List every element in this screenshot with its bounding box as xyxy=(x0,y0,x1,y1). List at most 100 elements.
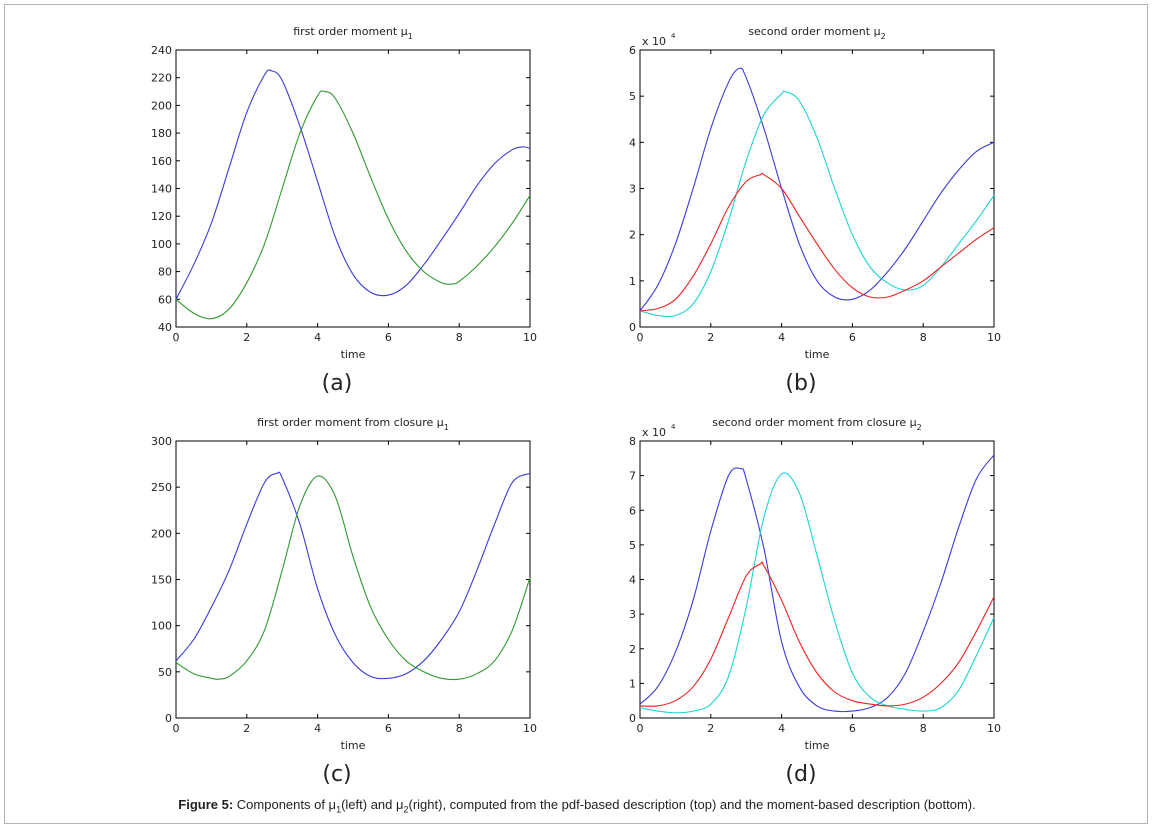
y-tick-label: 50 xyxy=(158,666,172,679)
panel-label: (c) xyxy=(322,762,351,787)
x-tick-label: 10 xyxy=(523,722,537,735)
x-tick-label: 4 xyxy=(778,331,785,344)
y-tick-label: 60 xyxy=(158,293,172,306)
caption-text-2: (left) and μ xyxy=(341,797,404,812)
chart-title-subscript: 2 xyxy=(881,32,886,41)
chart-title-subscript: 1 xyxy=(444,423,449,432)
chart-title-text: first order moment μ xyxy=(293,25,408,38)
y-tick-label: 1 xyxy=(629,275,636,288)
x-tick-label: 10 xyxy=(987,722,1001,735)
x-tick-label: 0 xyxy=(173,331,180,344)
plot-area xyxy=(639,440,995,719)
y-tick-label: 200 xyxy=(151,99,172,112)
y-tick-label: 0 xyxy=(629,712,636,725)
series-line-2 xyxy=(175,475,531,681)
y-tick-label: 4 xyxy=(629,136,636,149)
chart-panel-b: 0 2 4 6 8 10 0 1 2 3 4 5 6 x 10 4 second order moment μ… xyxy=(629,25,1001,396)
y-tick-label: 4 xyxy=(629,574,636,587)
chart-title: second order moment μ2 xyxy=(748,25,885,41)
y-exponent-label: x 10 xyxy=(642,35,666,48)
figure-frame xyxy=(4,4,1148,824)
x-tick-label: 8 xyxy=(920,331,927,344)
figure-caption: Figure 5: Components of μ1(left) and μ2(… xyxy=(0,797,1154,815)
y-tick-label: 40 xyxy=(158,321,172,334)
x-tick-label: 4 xyxy=(314,722,321,735)
x-axis-label: time xyxy=(341,348,366,361)
y-tick-label: 80 xyxy=(158,266,172,279)
x-tick-label: 2 xyxy=(243,722,250,735)
plot-area xyxy=(175,49,531,328)
x-tick-label: 8 xyxy=(920,722,927,735)
panel-label: (b) xyxy=(785,371,816,396)
y-tick-label: 120 xyxy=(151,210,172,223)
x-tick-label: 2 xyxy=(707,331,714,344)
chart-title-subscript: 1 xyxy=(408,32,413,41)
y-tick-label: 160 xyxy=(151,155,172,168)
x-tick-label: 6 xyxy=(849,331,856,344)
x-tick-label: 8 xyxy=(456,331,463,344)
panel-label: (d) xyxy=(785,762,816,787)
series-line-2 xyxy=(639,90,995,318)
x-tick-label: 2 xyxy=(707,722,714,735)
y-tick-label: 8 xyxy=(629,435,636,448)
chart-panel-a: 0 2 4 6 8 10 40 60 80 100 120 140 160 180 200 220 240 fir… xyxy=(151,25,537,396)
panel-label: (a) xyxy=(322,371,353,396)
y-tick-label: 2 xyxy=(629,643,636,656)
chart-title-text: first order moment from closure μ xyxy=(257,416,444,429)
y-exponent-power: 4 xyxy=(671,423,676,431)
series-line-1 xyxy=(175,471,531,680)
x-tick-label: 4 xyxy=(314,331,321,344)
y-tick-label: 300 xyxy=(151,435,172,448)
series-line-2 xyxy=(639,472,995,714)
y-tick-label: 220 xyxy=(151,72,172,85)
y-tick-label: 7 xyxy=(629,470,636,483)
y-exponent-label: x 10 xyxy=(642,426,666,439)
y-tick-label: 140 xyxy=(151,183,172,196)
figure-canvas: 0 2 4 6 8 10406080100120140160180200220240fir… xyxy=(151,25,1001,787)
series-line-1 xyxy=(175,69,531,300)
y-tick-label: 3 xyxy=(629,183,636,196)
chart-title-text: second order moment μ xyxy=(748,25,880,38)
chart-panel-d: 0 2 4 6 8 10 0 1 2 3 4 5 6 7 8 x 10 4 second order moment… xyxy=(629,416,1001,787)
series-line-1 xyxy=(639,67,995,312)
x-tick-label: 8 xyxy=(456,722,463,735)
y-tick-label: 240 xyxy=(151,44,172,57)
chart-title: first order moment from closure μ1 xyxy=(257,416,449,432)
x-tick-label: 10 xyxy=(987,331,1001,344)
chart-title: first order moment μ1 xyxy=(293,25,413,41)
x-tick-label: 6 xyxy=(385,722,392,735)
y-tick-label: 6 xyxy=(629,504,636,517)
chart-title-text: second order moment from closure μ xyxy=(712,416,916,429)
chart-title-subscript: 2 xyxy=(917,423,922,432)
x-axis-label: time xyxy=(341,739,366,752)
y-tick-label: 100 xyxy=(151,238,172,251)
y-tick-label: 180 xyxy=(151,127,172,140)
y-tick-label: 1 xyxy=(629,677,636,690)
x-axis-label: time xyxy=(805,348,830,361)
series-line-1 xyxy=(639,454,995,713)
x-tick-label: 0 xyxy=(637,331,644,344)
series-line-3 xyxy=(639,172,995,312)
y-tick-label: 5 xyxy=(629,90,636,103)
y-tick-label: 5 xyxy=(629,539,636,552)
series-line-2 xyxy=(175,90,531,320)
x-tick-label: 10 xyxy=(523,331,537,344)
chart-title: second order moment from closure μ2 xyxy=(712,416,922,432)
x-tick-label: 6 xyxy=(385,331,392,344)
caption-sub-2: 2 xyxy=(403,804,409,815)
y-tick-label: 150 xyxy=(151,574,172,587)
x-tick-label: 4 xyxy=(778,722,785,735)
caption-label: Figure 5: xyxy=(178,797,234,812)
y-tick-label: 250 xyxy=(151,481,172,494)
y-tick-label: 100 xyxy=(151,620,172,633)
x-axis-label: time xyxy=(805,739,830,752)
y-exponent-power: 4 xyxy=(671,32,676,40)
x-tick-label: 2 xyxy=(243,331,250,344)
caption-text-3: (right), computed from the pdf-based des… xyxy=(408,797,976,812)
caption-sub-1: 1 xyxy=(336,804,342,815)
y-tick-label: 6 xyxy=(629,44,636,57)
x-tick-label: 6 xyxy=(849,722,856,735)
x-tick-label: 0 xyxy=(637,722,644,735)
series-line-3 xyxy=(639,561,995,707)
